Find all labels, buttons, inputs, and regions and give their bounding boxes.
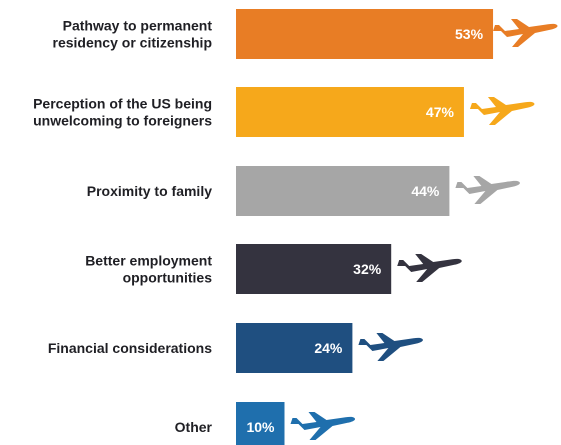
value-label-1: 47% xyxy=(426,104,455,120)
bar-0 xyxy=(236,9,494,59)
bar-2 xyxy=(236,166,450,216)
airplane-icon xyxy=(397,254,462,282)
category-label-3: Better employment opportunities xyxy=(85,253,212,286)
bar-5 xyxy=(236,402,285,445)
category-label-0: Pathway to permanent residency or citizen… xyxy=(53,18,213,51)
airplane-icon xyxy=(493,19,558,47)
airplane-icon xyxy=(358,333,423,361)
value-label-5: 10% xyxy=(246,419,275,435)
bar-4 xyxy=(236,323,353,373)
airplane-icon xyxy=(290,412,356,440)
bar-3 xyxy=(236,244,392,294)
category-label-1: Perception of the US being unwelcoming to… xyxy=(33,96,212,129)
category-label-2: Proximity to family xyxy=(87,183,212,199)
value-label-3: 32% xyxy=(353,261,382,277)
value-label-2: 44% xyxy=(411,183,440,199)
category-label-5: Other xyxy=(175,419,213,435)
bar-1 xyxy=(236,87,464,137)
airplane-icon xyxy=(455,176,520,204)
value-label-0: 53% xyxy=(455,26,484,42)
value-label-4: 24% xyxy=(314,340,343,356)
airplane-icon xyxy=(469,97,535,125)
category-label-4: Financial considerations xyxy=(48,340,212,356)
